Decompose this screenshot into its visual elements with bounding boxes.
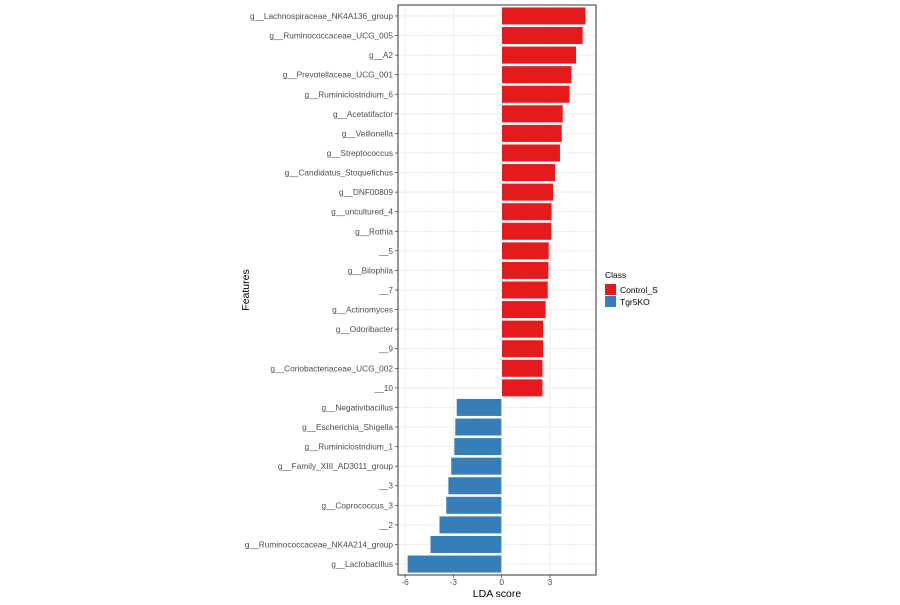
bars — [407, 6, 587, 574]
bar-7 — [501, 280, 549, 300]
legend-title: Class — [605, 270, 626, 280]
bar-g-streptococcus — [501, 143, 561, 163]
bar-g-lactobacillus — [407, 554, 502, 574]
y-tick-label: g__Acetatifactor — [333, 109, 393, 119]
bar-g-actinomyces — [501, 300, 547, 319]
bar-9 — [501, 339, 544, 358]
y-tick-label: __9 — [378, 344, 393, 354]
x-tick-labels: -6 -3 0 3 — [401, 575, 553, 587]
y-tick-labels: g__Lachnospiraceae_NK4A136_group g__Rumin… — [245, 11, 398, 569]
y-tick-label: g__Escherichia_Shigella — [302, 422, 393, 432]
y-tick-label: g__Lachnospiraceae_NK4A136_group — [250, 11, 393, 21]
x-tick-label: 3 — [548, 577, 553, 587]
bar-g-ruminococcaceae-nk4a214-group — [429, 535, 502, 554]
bar-10 — [501, 378, 544, 397]
bar-g-ruminiclostridium-1 — [453, 437, 502, 456]
bar-g-bilophila — [501, 261, 549, 280]
y-tick-label: g__A2 — [369, 50, 393, 60]
legend-label-tgr5ko: Tgr5KO — [620, 297, 650, 307]
y-axis-title: Features — [240, 269, 252, 310]
x-tick-label: 0 — [499, 577, 504, 587]
y-tick-label: g__Candidatus_Stoquefichus — [285, 168, 393, 178]
y-tick-label: g__Coprococcus_3 — [322, 500, 394, 510]
x-axis-title: LDA score — [473, 588, 522, 600]
bar-g-acetatifactor — [501, 104, 564, 123]
y-tick-label: g__Coriobacteriaceae_UCG_002 — [270, 363, 393, 373]
legend-swatch-control-s — [605, 284, 616, 295]
legend-label-control-s: Control_S — [620, 285, 658, 295]
bar-5 — [501, 241, 550, 260]
bar-3 — [447, 476, 502, 495]
x-tick-label: -3 — [450, 577, 458, 587]
bar-g-family-xiii-ad3011-group — [450, 457, 502, 476]
bar-g-candidatus-stoquefichus — [501, 163, 556, 182]
y-tick-label: g__Ruminococcaceae_UCG_005 — [269, 31, 393, 41]
bar-g-negativibacillus — [456, 398, 502, 417]
bar-g-ruminiclostridium-6 — [501, 85, 571, 104]
bar-g-odoribacter — [501, 320, 544, 339]
legend-swatch-tgr5ko — [605, 296, 616, 307]
y-tick-label: g__Rothia — [355, 226, 393, 236]
y-tick-label: g__Actinomyces — [332, 305, 393, 315]
y-tick-label: g__uncultured_4 — [331, 207, 393, 217]
y-tick-label: g__Ruminococcaceae_NK4A214_group — [245, 539, 393, 549]
bar-2 — [438, 515, 502, 534]
y-tick-label: g__Lactobacillus — [331, 559, 393, 569]
bar-g-escherichia-shigella — [454, 417, 502, 437]
bar-g-veillonella — [501, 124, 563, 143]
y-tick-label: g__DNF00809 — [339, 187, 393, 197]
y-tick-label: g__Odoribacter — [336, 324, 393, 334]
y-tick-label: __3 — [378, 481, 393, 491]
y-tick-label: g__Veillonella — [342, 128, 394, 138]
y-tick-label: g__Prevotellaceae_UCG_001 — [283, 70, 394, 80]
bar-g-ruminococcaceae-ucg-005 — [501, 26, 584, 45]
y-tick-label: g__Ruminiclostridium_1 — [304, 442, 393, 452]
bar-g-coprococcus-3 — [445, 496, 502, 515]
y-tick-label: g__Family_XIII_AD3011_group — [278, 461, 394, 471]
y-tick-label: g__Negativibacillus — [322, 402, 394, 412]
y-tick-label: __7 — [378, 285, 393, 295]
bar-g-coriobacteriaceae-ucg-002 — [501, 359, 544, 378]
y-tick-label: g__Ruminiclostridium_6 — [304, 89, 393, 99]
y-tick-label: g__Streptococcus — [327, 148, 393, 158]
bar-g-prevotellaceae-ucg-001 — [501, 65, 573, 84]
bar-g-lachnospiraceae-nk4a136-group — [501, 6, 587, 26]
bar-g-uncultured-4 — [501, 202, 553, 221]
y-tick-label: g__Bilophila — [348, 265, 394, 275]
y-tick-label: __5 — [378, 246, 393, 256]
y-tick-label: __10 — [374, 383, 394, 393]
legend: Class Control_S Tgr5KO — [605, 270, 658, 307]
x-tick-label: -6 — [401, 577, 409, 587]
bar-g-dnf00809 — [501, 183, 554, 202]
bar-g-a2 — [501, 46, 577, 65]
bar-g-rothia — [501, 222, 552, 241]
y-tick-label: __2 — [378, 520, 393, 530]
